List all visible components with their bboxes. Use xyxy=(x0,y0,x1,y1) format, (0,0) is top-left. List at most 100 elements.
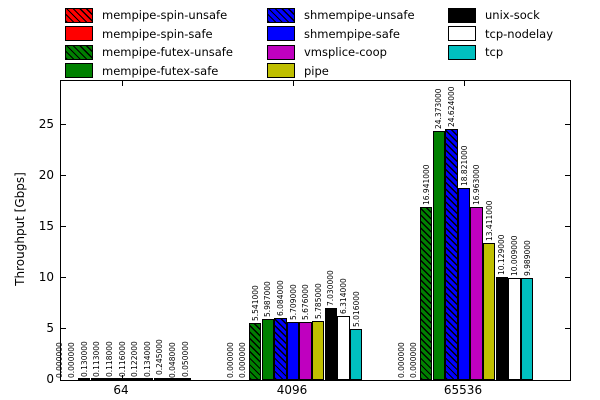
bar-value-label: 6.084000 xyxy=(275,280,285,316)
legend: mempipe-spin-unsafe mempipe-spin-safe memp… xyxy=(0,0,600,80)
y-tick-label: 10 xyxy=(38,269,54,284)
y-tick-mark xyxy=(565,124,570,126)
y-tick-mark xyxy=(61,226,66,228)
legend-item-mempipe-spin-safe: mempipe-spin-safe xyxy=(65,25,233,44)
bar-value-label: 18.821000 xyxy=(459,145,469,186)
x-tick-mark xyxy=(292,81,294,86)
y-tick-label: 15 xyxy=(38,218,54,233)
legend-label: pipe xyxy=(304,63,329,78)
y-tick-mark xyxy=(61,124,66,126)
legend-swatch xyxy=(267,44,295,60)
legend-swatch xyxy=(448,44,476,60)
bar-unix-sock-4096 xyxy=(324,308,338,380)
bar-shmempipe-unsafe-64 xyxy=(103,378,116,380)
legend-column: shmempipe-unsafe shmempipe-safe vmsplice-c… xyxy=(267,6,415,80)
bar-value-label: 24.624000 xyxy=(446,86,456,127)
bar-value-label: 24.373000 xyxy=(434,88,444,130)
bar-value-label: 5.016000 xyxy=(351,291,361,327)
legend-swatch xyxy=(448,7,476,23)
y-tick-mark xyxy=(565,226,570,228)
y-tick-mark xyxy=(61,328,66,330)
bar-shmempipe-safe-4096 xyxy=(286,321,300,380)
bar-value-label: 0.134000 xyxy=(142,340,152,377)
bar-mempipe-futex-safe-65536 xyxy=(432,131,446,380)
bar-mempipe-futex-unsafe-65536 xyxy=(419,207,433,380)
legend-label: tcp-nodelay xyxy=(485,26,554,41)
bar-value-label: 5.709000 xyxy=(288,283,298,320)
legend-item-shmempipe-unsafe: shmempipe-unsafe xyxy=(267,6,415,25)
x-tick-label: 64 xyxy=(113,383,129,397)
bar-mempipe-futex-safe-4096 xyxy=(261,318,275,380)
legend-swatch xyxy=(65,26,93,42)
legend-swatch xyxy=(65,44,93,60)
legend-item-unix-sock: unix-sock xyxy=(448,6,553,25)
legend-swatch xyxy=(65,7,93,23)
legend-label: shmempipe-unsafe xyxy=(304,8,415,23)
plot-area: 0.000000 0.000000 0.000000 0.000000 0.000000… xyxy=(55,80,571,381)
legend-label: shmempipe-safe xyxy=(304,26,400,41)
bar-value-label: 0.000000 xyxy=(396,342,406,378)
bar-mempipe-futex-safe-64 xyxy=(90,378,104,380)
legend-item-tcp: tcp xyxy=(448,43,553,62)
bar-value-label: 16.941000 xyxy=(421,164,431,206)
bar-value-label: 0.000000 xyxy=(54,342,64,378)
y-tick-mark xyxy=(61,175,66,177)
bar-value-label: 0.000000 xyxy=(409,342,419,378)
legend-label: mempipe-spin-unsafe xyxy=(102,8,228,23)
bar-vmsplice-coop-65536 xyxy=(470,206,483,380)
y-tick-label: 25 xyxy=(38,116,54,131)
bar-pipe-4096 xyxy=(311,320,325,380)
bar-mempipe-futex-unsafe-4096 xyxy=(248,323,262,380)
legend-swatch xyxy=(267,63,295,79)
bar-mempipe-futex-unsafe-64 xyxy=(77,378,91,380)
bar-vmsplice-coop-4096 xyxy=(299,322,312,380)
y-tick-mark xyxy=(565,277,570,279)
bar-value-label: 9.989000 xyxy=(522,240,532,277)
bar-pipe-65536 xyxy=(482,243,496,380)
bar-tcp-nodelay-65536 xyxy=(508,277,521,380)
legend-label: mempipe-spin-safe xyxy=(102,26,213,41)
bar-value-label: 5.785000 xyxy=(313,283,323,319)
legend-item-shmempipe-safe: shmempipe-safe xyxy=(267,25,415,44)
y-tick-mark xyxy=(61,277,66,279)
bar-shmempipe-safe-65536 xyxy=(457,187,471,380)
bar-value-label: 10.129000 xyxy=(497,234,507,275)
bar-value-label: 10.009000 xyxy=(509,235,519,276)
y-tick-mark xyxy=(61,379,66,381)
bar-value-label: 0.000000 xyxy=(238,342,248,378)
bar-value-label: 7.030000 xyxy=(326,270,336,307)
legend-label: tcp xyxy=(485,45,504,60)
legend-label: vmsplice-coop xyxy=(304,45,387,60)
x-tick-mark xyxy=(121,375,123,380)
bar-value-label: 16.963000 xyxy=(472,164,482,205)
bar-value-label: 13.411000 xyxy=(484,200,494,242)
bar-value-label: 0.000000 xyxy=(225,342,235,378)
bar-shmempipe-unsafe-4096 xyxy=(274,317,287,380)
bar-value-label: 5.676000 xyxy=(301,284,311,321)
y-tick-mark xyxy=(565,175,570,177)
bar-unix-sock-64 xyxy=(153,377,167,380)
bar-vmsplice-coop-64 xyxy=(128,378,141,380)
bar-tcp-65536 xyxy=(520,278,534,380)
legend-item-vmsplice-coop: vmsplice-coop xyxy=(267,43,415,62)
bar-value-label: 0.113000 xyxy=(92,341,102,377)
legend-item-mempipe-spin-unsafe: mempipe-spin-unsafe xyxy=(65,6,233,25)
legend-column: unix-sock tcp-nodelay tcp xyxy=(448,6,553,62)
bar-value-label: 0.116000 xyxy=(117,341,127,377)
legend-swatch xyxy=(65,63,93,79)
bar-value-label: 5.541000 xyxy=(250,285,260,322)
legend-column: mempipe-spin-unsafe mempipe-spin-safe memp… xyxy=(65,6,233,80)
y-tick-mark xyxy=(565,328,570,330)
legend-swatch xyxy=(448,26,476,42)
x-tick-label: 65536 xyxy=(443,383,483,397)
x-tick-mark xyxy=(463,81,465,86)
legend-label: mempipe-futex-safe xyxy=(102,63,219,78)
legend-swatch xyxy=(267,26,295,42)
y-tick-label: 20 xyxy=(38,167,54,182)
bar-tcp-4096 xyxy=(349,328,363,380)
legend-item-mempipe-futex-safe: mempipe-futex-safe xyxy=(65,62,233,81)
bar-value-label: 0.122000 xyxy=(130,340,140,377)
bar-value-label: 0.000000 xyxy=(67,342,77,378)
y-tick-mark xyxy=(565,379,570,381)
